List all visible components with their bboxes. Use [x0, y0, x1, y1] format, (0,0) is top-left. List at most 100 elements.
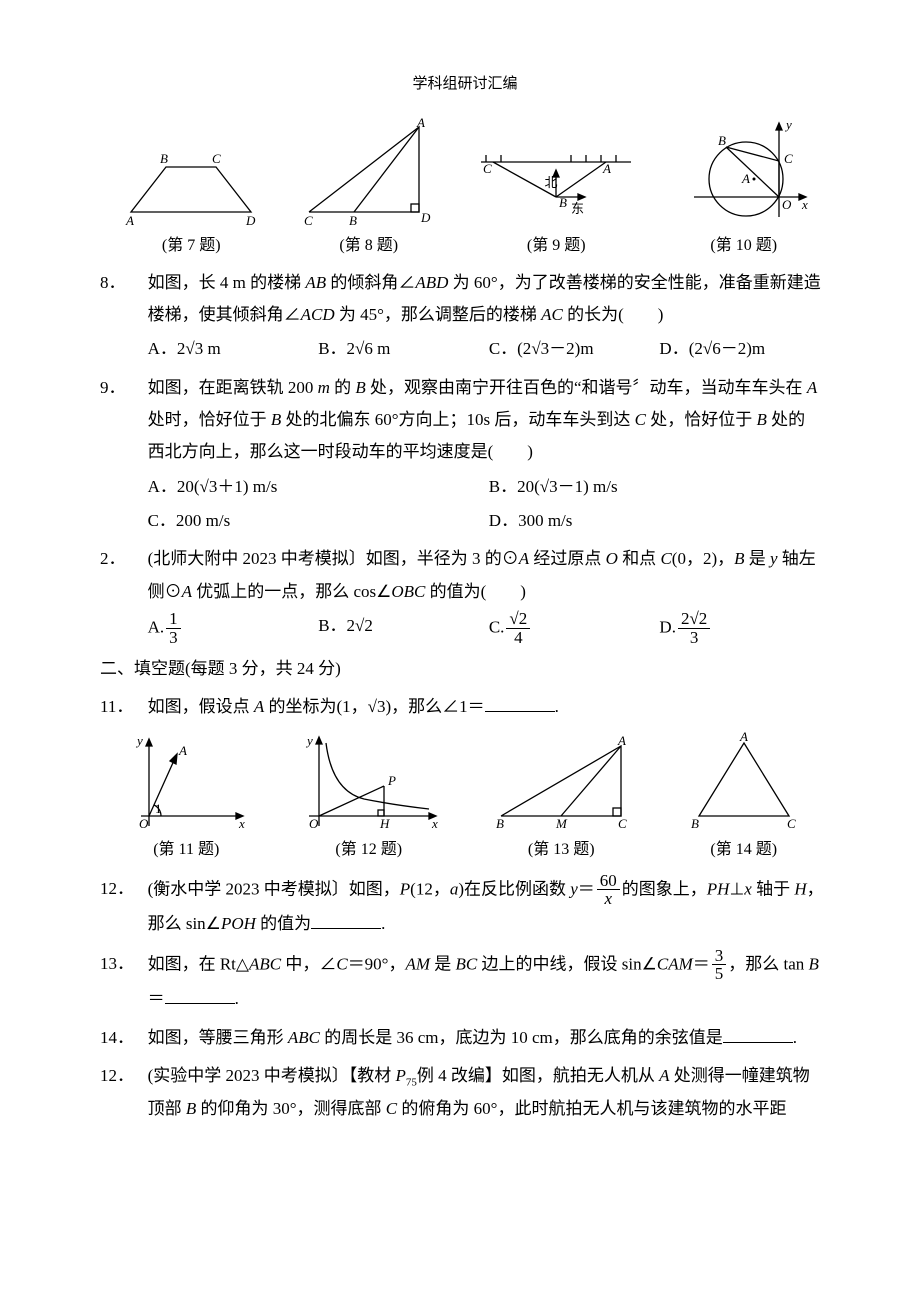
q13-l1d: 是	[430, 954, 456, 973]
svg-text:A: A	[617, 733, 626, 748]
q12b-P: P	[396, 1066, 406, 1085]
q13-line2: ＝.	[148, 983, 830, 1015]
q13-eq: ＝	[693, 954, 710, 973]
q2a-B: B	[734, 549, 744, 568]
q12-num: 12．	[100, 873, 148, 905]
q12b-A: A	[659, 1066, 669, 1085]
q12b-line2: 顶部 B 的仰角为 30°，测得底部 C 的俯角为 60°，此时航拍无人机与该建…	[148, 1093, 830, 1125]
svg-text:B: B	[496, 816, 504, 831]
q12-P: P	[400, 879, 410, 898]
q8-l2b: 为 45°，那么调整后的楼梯	[335, 305, 542, 324]
q13-l2b: .	[235, 989, 239, 1008]
svg-text:B: B	[691, 816, 699, 831]
q12-blank	[311, 911, 381, 929]
q12-l2a: 那么 sin∠	[148, 914, 221, 933]
q9-line3: 西北方向上，那么这一时段动车的平均速度是( )	[148, 436, 830, 468]
q12-POH: POH	[221, 914, 256, 933]
q14-num: 14．	[100, 1022, 148, 1054]
fig9-svg: C A B 北 东	[471, 137, 641, 227]
svg-text:x: x	[431, 816, 438, 831]
figure-7: A D B C (第 7 题)	[116, 137, 266, 261]
q11-num: 11．	[100, 691, 148, 723]
q9-B3: B	[757, 410, 767, 429]
svg-text:B: B	[718, 133, 726, 148]
q8-options: A．2√3 m B．2√6 m C．(2√3－2)m D．(2√6－2)m	[148, 333, 830, 365]
svg-text:C: C	[304, 213, 313, 227]
q12b-num: 12．	[100, 1060, 148, 1092]
q8-num: 8．	[100, 267, 148, 299]
q12b-l2c: 的俯角为 60°，此时航拍无人机与该建筑物的水平距	[397, 1099, 786, 1118]
q12-H: H	[794, 879, 806, 898]
svg-text:y: y	[305, 733, 313, 748]
figure-row-mid: O A x y 1 (第 11 题)	[100, 731, 830, 865]
q8-optD: D．(2√6－2)m	[659, 333, 830, 365]
svg-text:C: C	[212, 151, 221, 166]
svg-text:A: A	[602, 161, 611, 176]
q9-l1c: 处，观察由南宁开往百色的“和谐号〞动车，当动车车头在	[366, 378, 807, 397]
q8-AC: AC	[541, 305, 563, 324]
q11-l1c: .	[555, 697, 559, 716]
q2a-l2c: 的值为( )	[425, 582, 526, 601]
q14-l1a: 如图，等腰三角形	[148, 1028, 288, 1047]
q12-perp: ⊥	[729, 879, 744, 898]
q2a-optC: C.√24	[489, 610, 660, 647]
fig12-svg: O P H x y	[294, 731, 444, 831]
svg-text:C: C	[483, 161, 492, 176]
question-11: 11． 如图，假设点 A 的坐标为(1，√3)，那么∠1＝.	[100, 691, 830, 723]
q9-m: m	[318, 378, 330, 397]
fig12-caption: (第 12 题)	[335, 835, 402, 865]
question-14: 14． 如图，等腰三角形 ABC 的周长是 36 cm，底边为 10 cm，那么…	[100, 1022, 830, 1054]
q2a-OBC: OBC	[391, 582, 425, 601]
fig8-caption: (第 8 题)	[339, 231, 398, 261]
q8-optA: A．2√3 m	[148, 333, 319, 365]
q9-options-row1: A．20(√3＋1) m/s B．20(√3－1) m/s	[148, 471, 830, 503]
question-12: 12． (衡水中学 2023 中考模拟〕如图，P(12，a)在反比例函数 y＝6…	[100, 872, 830, 909]
svg-text:M: M	[555, 816, 568, 831]
q8-optC: C．(2√3－2)m	[489, 333, 660, 365]
q8-optB: B．2√6 m	[318, 333, 489, 365]
q12-fnum: 60	[597, 872, 620, 891]
q2a-y: y	[770, 549, 778, 568]
q8-body: 如图，长 4 m 的楼梯 AB 的倾斜角∠ABD 为 60°，为了改善楼梯的安全…	[148, 267, 830, 299]
fig11-caption: (第 11 题)	[153, 835, 219, 865]
fig9-caption: (第 9 题)	[527, 231, 586, 261]
q11-body: 如图，假设点 A 的坐标为(1，√3)，那么∠1＝.	[148, 691, 830, 723]
q9-A: A	[807, 378, 817, 397]
q9-options-row2: C．200 m/s D．300 m/s	[148, 505, 830, 537]
q14-l1b: 的周长是 36 cm，底边为 10 cm，那么底角的余弦值是	[320, 1028, 723, 1047]
figure-row-top: A D B C (第 7 题) A B C D	[100, 117, 830, 261]
question-2a: 2． (北师大附中 2023 中考模拟〕如图，半径为 3 的⊙A 经过原点 O …	[100, 543, 830, 575]
q12-l1d: 的图象上，	[622, 879, 707, 898]
q2a-l2b: 优弧上的一点，那么 cos∠	[192, 582, 391, 601]
q12b-l1c: 处测得一幢建筑物	[670, 1066, 810, 1085]
q11-l1a: 如图，假设点	[148, 697, 254, 716]
q2a-optC-pre: C.	[489, 617, 505, 636]
q2a-A2: A	[182, 582, 192, 601]
q8-ABD: ABD	[415, 273, 448, 292]
q11-A: A	[254, 697, 264, 716]
q2a-optA-den: 3	[166, 629, 181, 647]
svg-text:B: B	[559, 195, 567, 210]
q2a-optB: B．2√2	[318, 610, 489, 647]
q2a-line2: 侧⊙A 优弧上的一点，那么 cos∠OBC 的值为( )	[148, 576, 830, 608]
q2a-options: A.13 B．2√2 C.√24 D.2√23	[148, 610, 830, 647]
q13-B: B	[809, 954, 819, 973]
q12-y: y	[570, 879, 578, 898]
fig7-caption: (第 7 题)	[162, 231, 221, 261]
fig14-caption: (第 14 题)	[710, 835, 777, 865]
svg-text:C: C	[784, 151, 793, 166]
q2a-optA-pre: A.	[148, 617, 165, 636]
q2a-C: C	[660, 549, 671, 568]
q13-fden: 5	[712, 965, 727, 983]
q12b-sub: 75	[406, 1076, 417, 1088]
page-header: 学科组研讨汇编	[100, 70, 830, 99]
q14-ABC: ABC	[288, 1028, 320, 1047]
svg-text:P: P	[387, 773, 396, 788]
question-12b: 12． (实验中学 2023 中考模拟〕【教材 P75例 4 改编】如图，航拍无…	[100, 1060, 830, 1093]
figure-11: O A x y 1 (第 11 题)	[121, 731, 251, 865]
fig8-svg: A B C D	[299, 117, 439, 227]
q2a-optA-num: 1	[166, 610, 181, 629]
q9-body: 如图，在距离铁轨 200 m 的 B 处，观察由南宁开往百色的“和谐号〞动车，当…	[148, 372, 830, 404]
q13-blank	[165, 986, 235, 1004]
q13-ABC: ABC	[249, 954, 281, 973]
